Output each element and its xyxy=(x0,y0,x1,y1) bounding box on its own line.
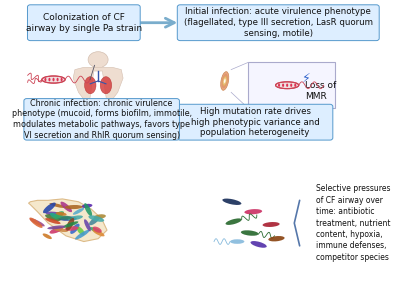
Ellipse shape xyxy=(222,74,228,88)
Ellipse shape xyxy=(224,79,226,83)
Ellipse shape xyxy=(222,199,241,205)
Ellipse shape xyxy=(290,84,292,87)
Ellipse shape xyxy=(66,218,74,231)
Ellipse shape xyxy=(30,218,45,226)
Ellipse shape xyxy=(60,202,72,212)
FancyBboxPatch shape xyxy=(248,63,335,108)
Ellipse shape xyxy=(222,74,228,88)
Polygon shape xyxy=(28,199,107,242)
Ellipse shape xyxy=(250,241,267,248)
Ellipse shape xyxy=(43,203,56,213)
Ellipse shape xyxy=(65,205,82,209)
Ellipse shape xyxy=(56,216,72,220)
Ellipse shape xyxy=(82,204,92,208)
Ellipse shape xyxy=(52,78,54,81)
Ellipse shape xyxy=(68,216,83,220)
Text: ⚡: ⚡ xyxy=(302,72,310,85)
Text: Initial infection: acute virulence phenotype
(flagellated, type III secretion, L: Initial infection: acute virulence pheno… xyxy=(184,7,373,38)
FancyBboxPatch shape xyxy=(24,99,180,140)
Ellipse shape xyxy=(282,84,284,87)
Ellipse shape xyxy=(89,217,99,225)
Ellipse shape xyxy=(88,215,104,222)
Ellipse shape xyxy=(294,84,296,87)
Ellipse shape xyxy=(58,216,77,221)
Ellipse shape xyxy=(48,78,50,81)
Ellipse shape xyxy=(60,78,63,81)
Text: Selective pressures
of CF airway over
time: antibiotic
treatment, nutrient
conte: Selective pressures of CF airway over ti… xyxy=(316,184,390,262)
Ellipse shape xyxy=(45,212,63,216)
FancyBboxPatch shape xyxy=(177,104,333,140)
Ellipse shape xyxy=(44,78,46,81)
Ellipse shape xyxy=(50,203,66,208)
Ellipse shape xyxy=(45,218,61,224)
Ellipse shape xyxy=(226,218,242,225)
Ellipse shape xyxy=(50,227,63,234)
Ellipse shape xyxy=(45,214,61,221)
Ellipse shape xyxy=(241,230,258,236)
Ellipse shape xyxy=(268,236,284,241)
Ellipse shape xyxy=(262,222,280,227)
Ellipse shape xyxy=(63,221,78,228)
Ellipse shape xyxy=(77,227,84,235)
Circle shape xyxy=(88,52,108,68)
Text: Chronic infection: chronic virulence
phenotype (mucoid, forms biofilm, immotile,: Chronic infection: chronic virulence phe… xyxy=(12,99,192,140)
FancyBboxPatch shape xyxy=(177,5,379,41)
Text: Loss of
MMR: Loss of MMR xyxy=(305,81,336,101)
Text: High mutation rate drives
high phenotypic variance and
population heterogeneity: High mutation rate drives high phenotypi… xyxy=(191,107,320,137)
Ellipse shape xyxy=(50,213,59,219)
Ellipse shape xyxy=(276,82,299,89)
Polygon shape xyxy=(73,67,123,104)
Ellipse shape xyxy=(65,226,79,231)
Ellipse shape xyxy=(222,75,227,86)
Ellipse shape xyxy=(52,227,68,232)
Text: Colonization of CF
airway by single Pa strain: Colonization of CF airway by single Pa s… xyxy=(26,13,142,33)
Ellipse shape xyxy=(73,208,84,215)
Ellipse shape xyxy=(29,218,42,228)
Ellipse shape xyxy=(93,226,102,233)
Polygon shape xyxy=(95,63,101,67)
Ellipse shape xyxy=(56,212,67,216)
Ellipse shape xyxy=(286,84,288,87)
FancyBboxPatch shape xyxy=(28,5,140,41)
Ellipse shape xyxy=(84,77,96,94)
Ellipse shape xyxy=(223,77,227,85)
Ellipse shape xyxy=(223,77,226,85)
Ellipse shape xyxy=(75,230,90,240)
Ellipse shape xyxy=(84,219,91,231)
Ellipse shape xyxy=(56,78,59,81)
Ellipse shape xyxy=(70,224,80,234)
Ellipse shape xyxy=(54,211,64,219)
Ellipse shape xyxy=(47,226,65,229)
Ellipse shape xyxy=(278,84,280,87)
Ellipse shape xyxy=(230,239,244,244)
Ellipse shape xyxy=(244,209,262,214)
Ellipse shape xyxy=(94,214,106,219)
Ellipse shape xyxy=(42,76,65,83)
Ellipse shape xyxy=(84,203,92,216)
Ellipse shape xyxy=(92,229,104,236)
Ellipse shape xyxy=(221,72,229,90)
Ellipse shape xyxy=(43,233,52,239)
Ellipse shape xyxy=(89,227,101,233)
Ellipse shape xyxy=(100,77,112,94)
